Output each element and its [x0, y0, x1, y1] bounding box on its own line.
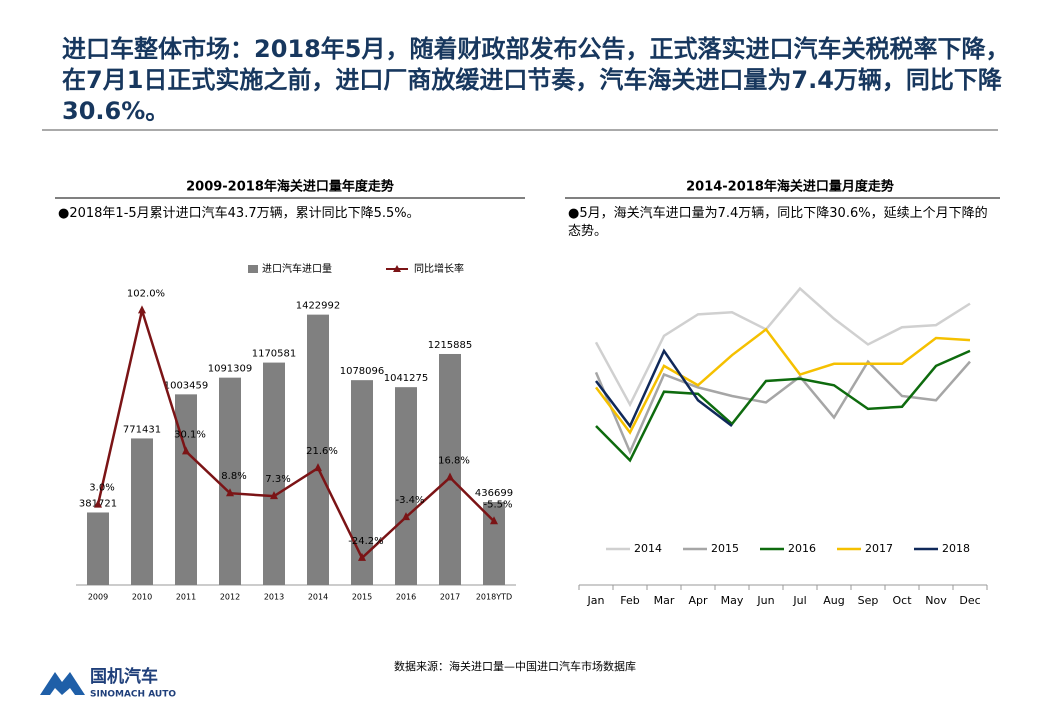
line-value-label: 16.8%: [438, 456, 470, 467]
line-value-label: 102.0%: [127, 288, 165, 299]
chart-note: ●5月，海关汽车进口量为7.4万辆，同比下降30.6%，延续上个月下降的态势。: [568, 206, 988, 239]
x-tick-label: Sep: [858, 594, 879, 607]
x-tick-label: 2018YTD: [476, 593, 512, 602]
x-tick-label: 2009: [88, 593, 108, 602]
bar: [263, 362, 285, 585]
line-marker: [314, 463, 322, 472]
line-value-label: 21.6%: [306, 446, 338, 457]
line-marker: [94, 499, 102, 508]
bar-value-label: 1041275: [384, 373, 429, 384]
legend-swatch: [248, 265, 258, 273]
bar: [307, 314, 329, 585]
x-tick-label: Dec: [959, 594, 980, 607]
line-value-label: 8.8%: [221, 471, 246, 482]
bar: [395, 387, 417, 585]
legend-label: 2014: [634, 542, 662, 555]
x-tick-label: 2013: [264, 593, 284, 602]
x-tick-label: Apr: [688, 594, 708, 607]
line-marker: [138, 305, 146, 314]
bar: [175, 394, 197, 585]
bar: [351, 380, 373, 585]
line-value-label: -3.4%: [395, 495, 424, 506]
line: [595, 349, 971, 463]
x-tick-label: 2011: [176, 593, 196, 602]
bar-value-label: 1215885: [428, 340, 473, 351]
x-tick-label: 2015: [352, 593, 372, 602]
bar-value-label: 1003459: [164, 380, 209, 391]
legend-label: 进口汽车进口量: [262, 262, 332, 275]
line-value-label: 3.0%: [89, 483, 114, 494]
x-tick-label: Oct: [892, 594, 912, 607]
legend-swatch: [393, 265, 401, 272]
bar-value-label: 771431: [123, 424, 161, 435]
x-tick-label: 2014: [308, 593, 328, 602]
logo-subtitle: SINOMACH AUTO: [90, 690, 176, 700]
line-marker: [446, 472, 454, 481]
x-tick-label: Mar: [654, 594, 675, 607]
bar-value-label: 1078096: [340, 366, 385, 377]
legend-label: 同比增长率: [414, 262, 464, 275]
chart-title: 2009-2018年海关进口量年度走势: [186, 179, 394, 195]
line: [595, 348, 733, 429]
legend-label: 2015: [711, 542, 739, 555]
source: 数据来源：海关进口量—中国进口汽车市场数据库: [394, 659, 636, 673]
x-tick-label: 2016: [396, 593, 416, 602]
headline: 进口车整体市场：2018年5月，随着财政部发布公告，正式落实进口汽车关税税率下降…: [62, 35, 1010, 125]
logo-mark: [40, 672, 85, 695]
line-value-label: 7.3%: [265, 474, 290, 485]
line-marker: [402, 512, 410, 521]
line-marker: [226, 488, 234, 497]
chart-title: 2014-2018年海关进口量月度走势: [686, 179, 894, 195]
legend-label: 2018: [942, 542, 970, 555]
bar: [483, 502, 505, 585]
legend-label: 2017: [865, 542, 893, 555]
bar: [439, 353, 461, 585]
bar-value-label: 1422992: [296, 301, 341, 312]
line: [96, 305, 495, 560]
bar: [87, 512, 109, 585]
line-value-label: -24.2%: [348, 536, 383, 547]
x-tick-label: Aug: [823, 594, 844, 607]
line-marker: [358, 552, 366, 561]
bar-value-label: 436699: [475, 488, 513, 499]
x-tick-label: 2017: [440, 593, 460, 602]
line-marker: [270, 491, 278, 500]
line: [594, 286, 971, 408]
x-tick-label: 2010: [132, 593, 152, 602]
bar-value-label: 1170581: [252, 349, 297, 360]
bar: [219, 377, 241, 585]
x-tick-label: 2012: [220, 593, 240, 602]
bar: [131, 438, 153, 585]
logo-name: 国机汽车: [90, 666, 158, 687]
line-value-label: 30.1%: [174, 429, 206, 440]
line-marker: [490, 516, 498, 525]
legend-label: 2016: [788, 542, 816, 555]
bar-value-label: 1091309: [208, 364, 253, 375]
x-tick-label: Feb: [620, 594, 639, 607]
chart-note: ●2018年1-5月累计进口汽车43.7万辆，累计同比下降5.5%。: [58, 206, 420, 221]
x-tick-label: Jan: [587, 594, 605, 607]
x-tick-label: Nov: [925, 594, 947, 607]
logo: 国机汽车 SINOMACH AUTO: [40, 666, 176, 700]
line: [595, 327, 971, 435]
x-tick-label: Jun: [756, 594, 774, 607]
line-marker: [182, 446, 190, 455]
line-value-label: -5.5%: [483, 499, 512, 510]
x-tick-label: Jul: [792, 594, 806, 607]
x-tick-label: May: [721, 594, 744, 607]
line: [594, 359, 971, 455]
